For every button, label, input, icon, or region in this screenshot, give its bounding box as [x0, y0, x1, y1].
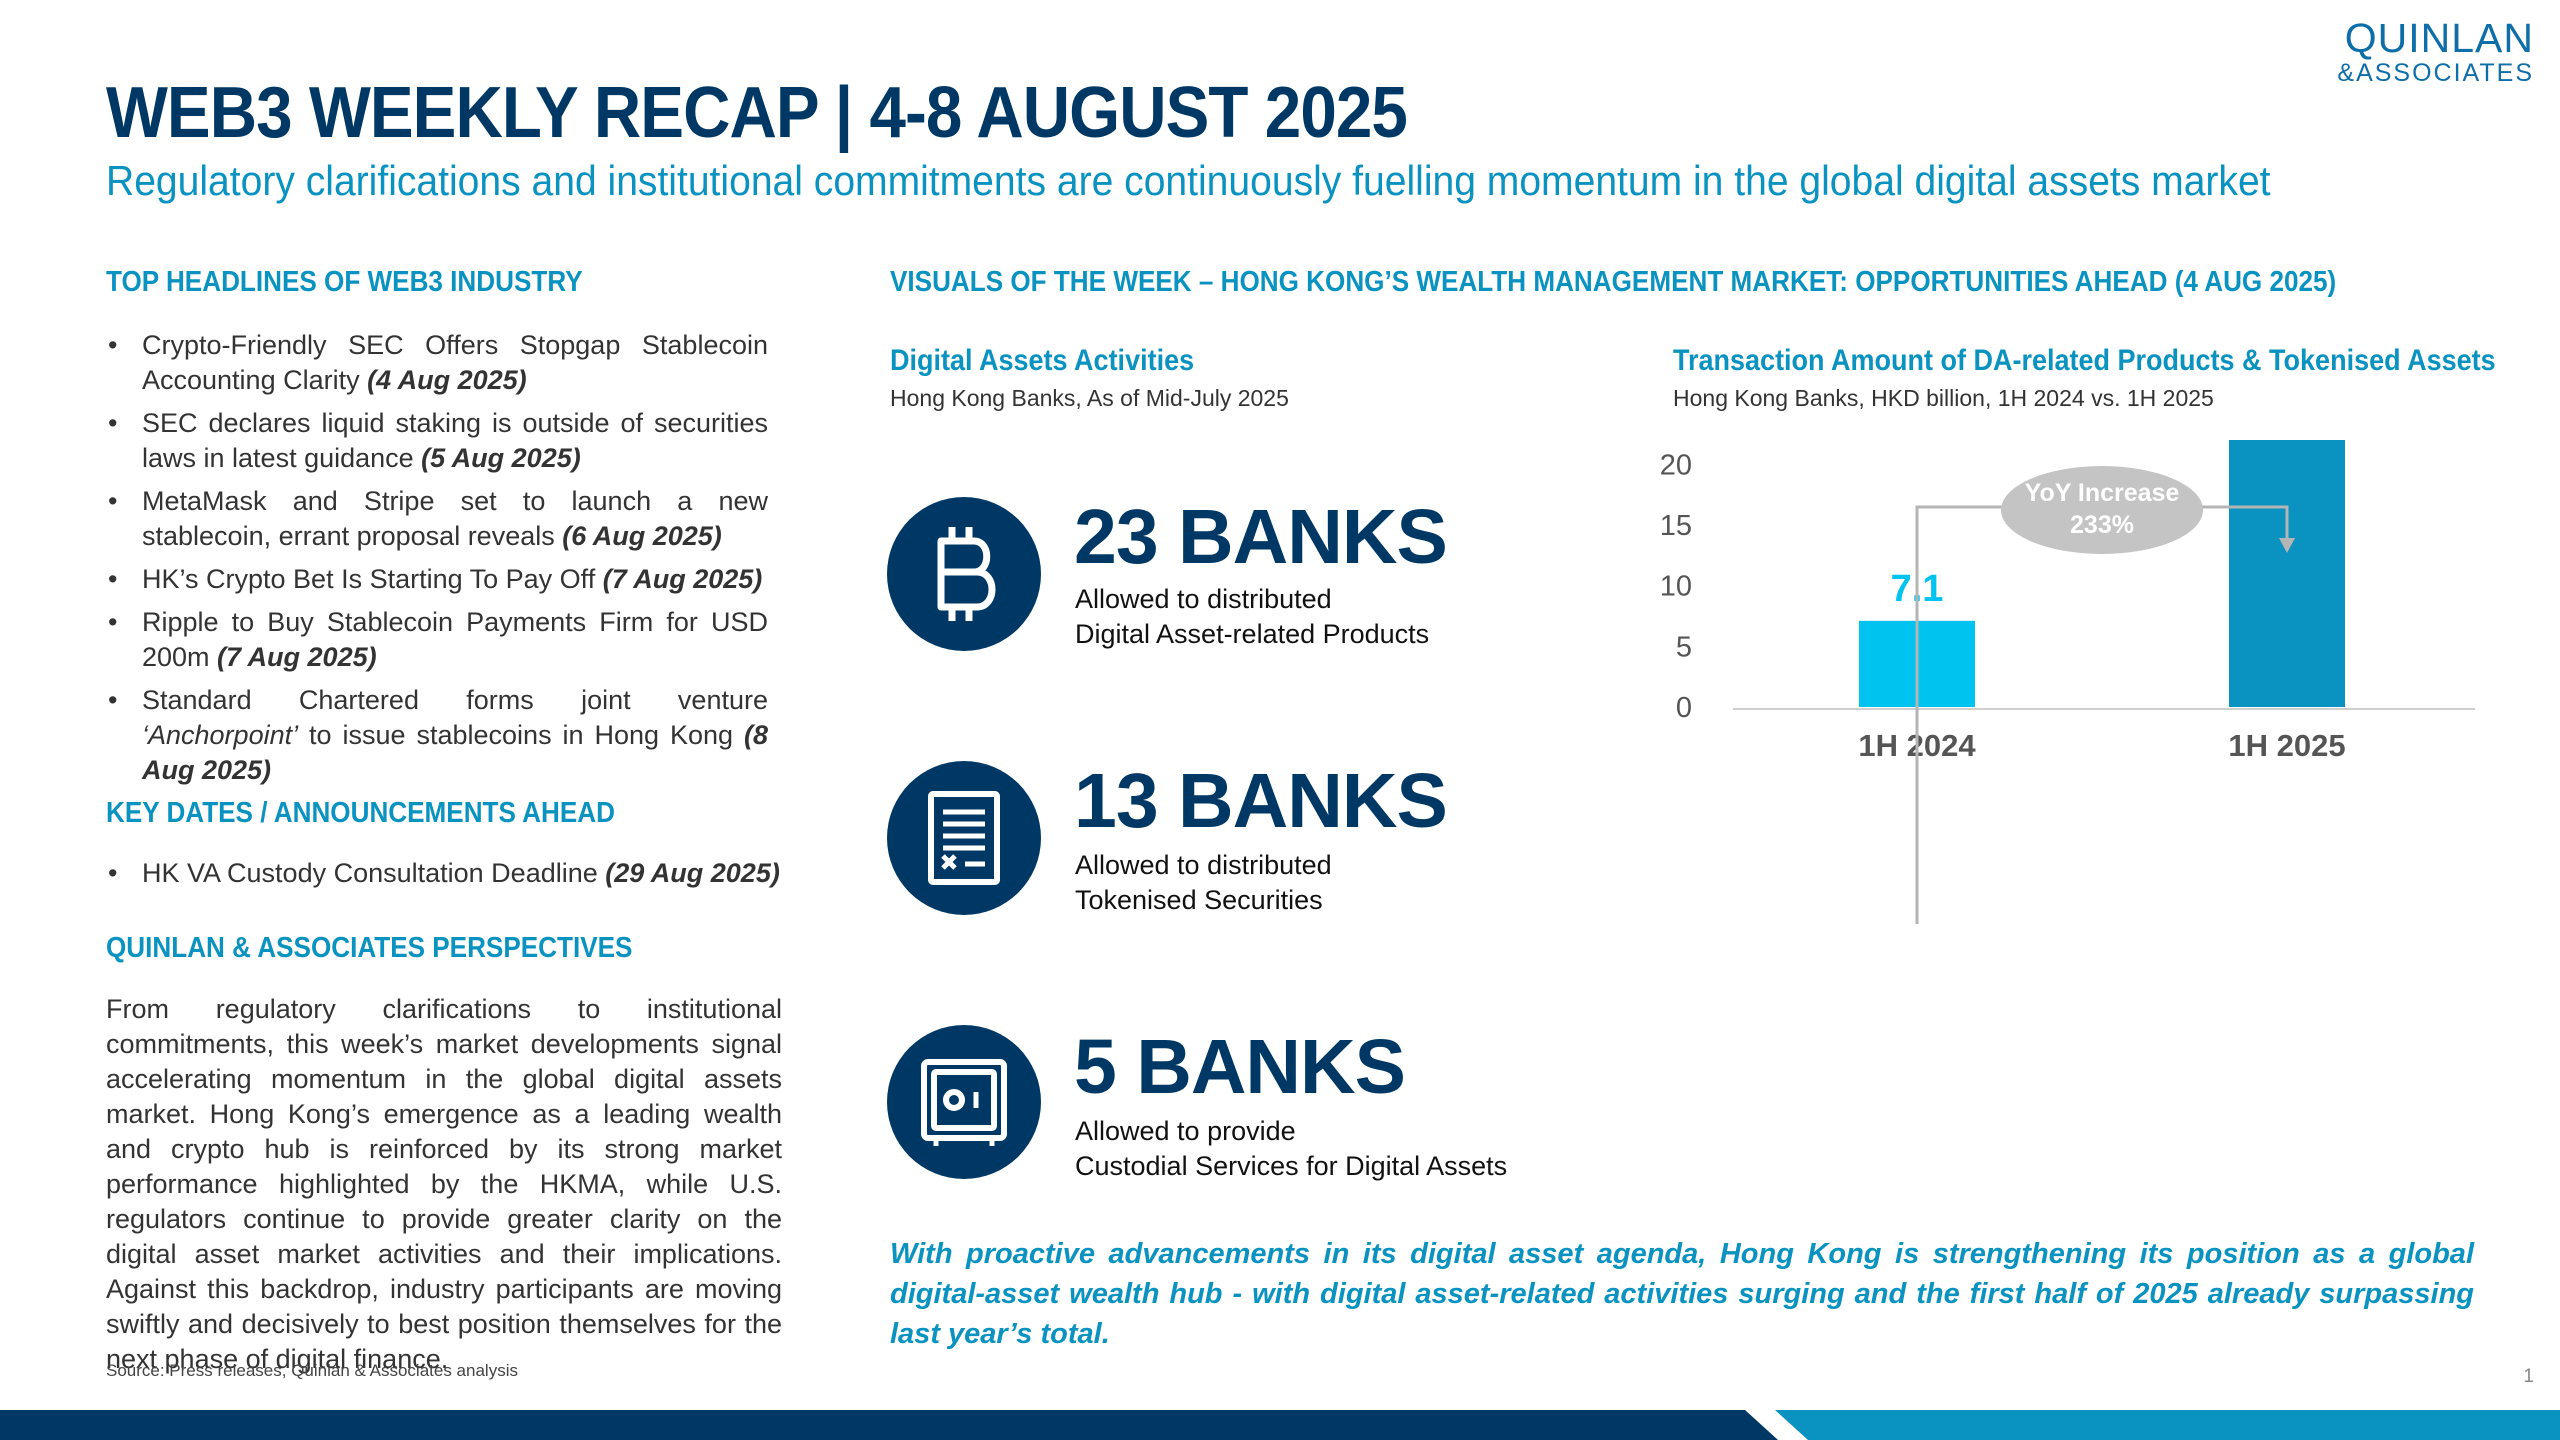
headline-date: (8 Aug 2025): [142, 720, 768, 785]
perspectives-heading: QUINLAN & ASSOCIATES PERSPECTIVES: [106, 932, 633, 964]
perspectives-body: From regulatory clarifications to instit…: [106, 994, 782, 1374]
page-title: WEB3 WEEKLY RECAP | 4-8 AUGUST 2025: [106, 73, 1408, 153]
headline-date: (5 Aug 2025): [421, 443, 581, 473]
headline-text: Ripple to Buy Stablecoin Payments Firm f…: [142, 607, 768, 672]
stat-icon-circle: [887, 1025, 1041, 1179]
key-date-date: (29 Aug 2025): [605, 858, 780, 888]
stat-value: 23 BANKS: [1074, 494, 1448, 580]
headline-date: (6 Aug 2025): [562, 521, 722, 551]
stat-value: 5 BANKS: [1074, 1024, 1406, 1110]
headline-item: SEC declares liquid staking is outside o…: [106, 406, 768, 476]
headline-item: Standard Chartered forms joint venture ‘…: [106, 683, 768, 788]
stat-description: Allowed to distributed Digital Asset-rel…: [1075, 582, 1429, 652]
logo-line-1: QUINLAN: [2344, 15, 2534, 61]
key-dates-heading: KEY DATES / ANNOUNCEMENTS AHEAD: [106, 797, 615, 829]
headline-item: MetaMask and Stripe set to launch a new …: [106, 484, 768, 554]
footer-band: [0, 1410, 2560, 1440]
stat-desc-line-1: Allowed to provide: [1075, 1116, 1296, 1146]
chart-title: Transaction Amount of DA-related Product…: [1673, 344, 2496, 377]
activities-subtitle: Hong Kong Banks, As of Mid-July 2025: [890, 385, 1289, 411]
page-subtitle: Regulatory clarifications and institutio…: [106, 157, 2271, 204]
company-logo: QUINLAN &ASSOCIATES: [2337, 18, 2534, 86]
page-number: 1: [2523, 1366, 2534, 1387]
headline-item: HK’s Crypto Bet Is Starting To Pay Off (…: [106, 562, 768, 597]
y-tick-label: 10: [1660, 571, 1692, 603]
stat-description: Allowed to distributed Tokenised Securit…: [1075, 848, 1332, 918]
headline-date: (7 Aug 2025): [602, 564, 763, 594]
key-date-text: HK VA Custody Consultation Deadline: [142, 858, 606, 888]
headlines-heading: TOP HEADLINES OF WEB3 INDUSTRY: [106, 266, 583, 298]
chart-subtitle: Hong Kong Banks, HKD billion, 1H 2024 vs…: [1673, 385, 2214, 411]
document-icon: [928, 791, 1000, 885]
headline-date: (4 Aug 2025): [367, 365, 527, 395]
y-tick-label: 15: [1660, 510, 1692, 542]
y-tick-label: 20: [1660, 449, 1692, 481]
headline-item: Crypto-Friendly SEC Offers Stopgap Stabl…: [106, 328, 768, 398]
bar-chart: 051015202530 7.11H 202426.11H 2025 YoY I…: [1660, 440, 2475, 924]
logo-line-2: &ASSOCIATES: [2337, 59, 2534, 87]
yoy-value: 233%: [2070, 511, 2134, 539]
headline-text: Crypto-Friendly SEC Offers Stopgap Stabl…: [142, 330, 768, 395]
headline-item: Ripple to Buy Stablecoin Payments Firm f…: [106, 605, 768, 675]
yoy-annotation: YoY Increase 233%: [1915, 466, 2295, 924]
x-tick-label: 1H 2025: [2228, 728, 2345, 763]
headline-text-cont: to issue stablecoins in Hong Kong: [298, 720, 744, 750]
yoy-arrow-head: [2279, 538, 2295, 553]
stat-description: Allowed to provide Custodial Services fo…: [1075, 1114, 1507, 1184]
visuals-heading: VISUALS OF THE WEEK – HONG KONG’S WEALTH…: [890, 266, 2337, 298]
yoy-label: YoY Increase: [2025, 479, 2180, 507]
footer-navy-band: [0, 1410, 1778, 1440]
headline-text: SEC declares liquid staking is outside o…: [142, 408, 768, 473]
y-tick-label: 0: [1676, 692, 1692, 724]
stat-desc-line-2: Digital Asset-related Products: [1075, 619, 1430, 649]
activities-title: Digital Assets Activities: [890, 344, 1195, 377]
headline-venture-name: ‘Anchorpoint’: [142, 720, 299, 750]
stat-value: 13 BANKS: [1074, 758, 1448, 844]
stat-desc-line-2: Custodial Services for Digital Assets: [1075, 1151, 1508, 1181]
bitcoin-icon: [937, 527, 996, 621]
conclusion-text: With proactive advancements in its digit…: [890, 1238, 2474, 1350]
headline-text: HK’s Crypto Bet Is Starting To Pay Off: [142, 564, 603, 594]
stat-desc-line-1: Allowed to distributed: [1075, 584, 1332, 614]
stat-desc-line-2: Tokenised Securities: [1075, 885, 1323, 915]
safe-icon: [921, 1059, 1007, 1146]
headlines-list: Crypto-Friendly SEC Offers Stopgap Stabl…: [106, 328, 768, 796]
stat-icon-circle: [887, 761, 1041, 915]
source-note: Source: Press releases, Quinlan & Associ…: [106, 1361, 518, 1380]
headline-text: MetaMask and Stripe set to launch a new …: [142, 486, 768, 551]
y-axis: 051015202530: [1660, 449, 2475, 724]
key-date-item: HK VA Custody Consultation Deadline (29 …: [106, 856, 786, 891]
stat-icon-circle: [887, 497, 1041, 651]
yoy-bubble: [2001, 466, 2203, 554]
y-tick-label: 5: [1676, 631, 1692, 663]
headline-text: Standard Chartered forms joint venture: [142, 685, 768, 715]
stat-desc-line-1: Allowed to distributed: [1075, 850, 1332, 880]
bar-1h-2025: [2229, 440, 2345, 707]
key-dates-list: HK VA Custody Consultation Deadline (29 …: [106, 856, 786, 899]
headline-date: (7 Aug 2025): [217, 642, 377, 672]
footer-teal-band: [1775, 1410, 2560, 1440]
